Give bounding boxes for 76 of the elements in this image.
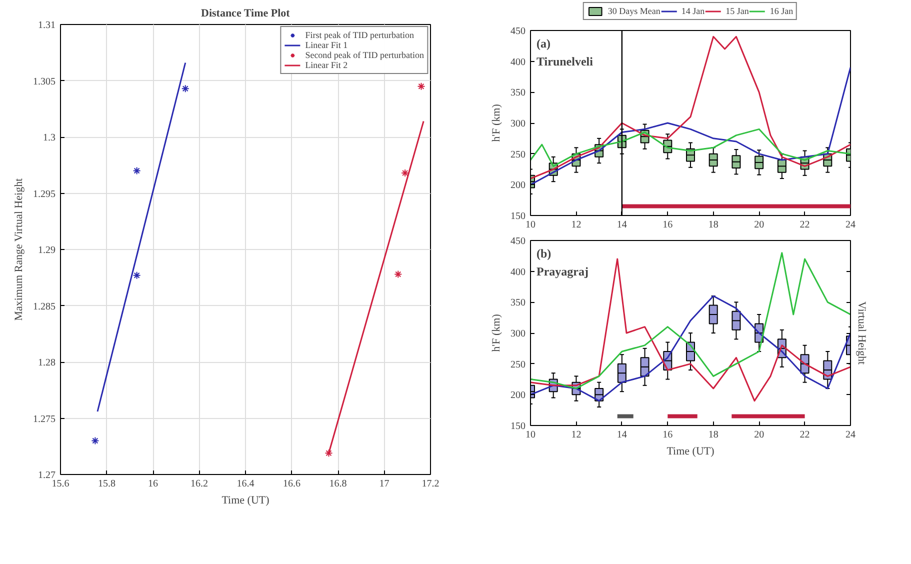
x-tick-label: 15.8 [98, 478, 116, 490]
legend-label: Linear Fit 2 [305, 60, 348, 70]
y-tick-label: 1.295 [33, 188, 56, 200]
legend-label: 15 Jan [726, 6, 749, 16]
point [324, 449, 333, 458]
x-tick-label: 14 [616, 220, 627, 230]
x-tick-label: 18 [708, 220, 718, 230]
x-tick-label: 22 [800, 430, 810, 440]
legend-label: First peak of TID perturbation [305, 30, 414, 40]
line-series [530, 295, 850, 402]
x-tick-label: 16.4 [236, 478, 254, 490]
legend-label: Second peak of TID perturbation [305, 50, 424, 60]
x-tick-label: 17 [379, 478, 390, 490]
x-tick-label: 20 [754, 220, 764, 230]
y-tick-label: 1.305 [33, 76, 56, 88]
y-tick-label: 150 [510, 421, 526, 432]
x-tick-label: 12 [571, 430, 582, 440]
annotation: Prayagraj [536, 264, 588, 278]
legend-label: 30 Days Mean [608, 6, 660, 16]
x-tick-label: 24 [846, 220, 856, 230]
annotation: Tirunelveli [536, 54, 594, 68]
y-tick-label: 300 [510, 328, 526, 340]
x-tick-label: 10 [526, 430, 536, 440]
y-tick-label: 1.27 [38, 470, 56, 481]
y-tick-label: 250 [510, 149, 526, 160]
legend-label: 16 Jan [770, 6, 794, 16]
x-axis-title: Time (UT) [666, 446, 715, 458]
y-tick-label: 1.3 [43, 132, 56, 144]
point [132, 166, 141, 175]
legend-label: Linear Fit 1 [305, 40, 348, 50]
x-tick-label: 16 [148, 478, 158, 490]
y-axis-title: h'F (km) [490, 104, 502, 142]
x-tick-label: 12 [571, 220, 582, 230]
point [181, 84, 190, 93]
x-tick-label: 14 [616, 430, 627, 440]
y-tick-label: 1.28 [38, 358, 56, 368]
y-tick-label: 450 [510, 236, 526, 247]
y-tick-label: 1.285 [33, 301, 56, 312]
y-tick-label: 1.275 [33, 414, 56, 425]
x-tick-label: 16.6 [283, 478, 300, 490]
point [132, 271, 141, 280]
y-axis-title: h'F (km) [490, 314, 502, 352]
x-tick-label: 16 [662, 430, 673, 440]
x-tick-label: 16.8 [329, 478, 347, 490]
x-tick-label: 22 [800, 220, 810, 230]
legend-label: 14 Jan [681, 6, 705, 16]
y-tick-label: 200 [510, 390, 526, 402]
x-tick-label: 16 [662, 220, 673, 230]
y-tick-label: 150 [510, 211, 526, 222]
y-tick-label: 200 [510, 180, 526, 192]
y-tick-label: 250 [510, 359, 526, 370]
x-tick-label: 16.2 [190, 478, 208, 490]
x-tick-label: 17.2 [422, 478, 440, 490]
point [394, 270, 402, 278]
chart-title: Distance Time Plot [201, 8, 290, 20]
y-tick-label: 1.31 [38, 20, 56, 31]
y-tick-label: 1.29 [38, 245, 56, 256]
annotation: (a) [536, 36, 550, 50]
x-axis-title: Time (UT) [222, 494, 270, 506]
point [417, 82, 426, 90]
x-tick-label: 24 [846, 430, 856, 440]
x-tick-label: 15.6 [52, 478, 70, 490]
x-tick-label: 18 [708, 430, 718, 440]
y2-axis-title: Virtual Height [856, 301, 868, 365]
x-tick-label: 20 [754, 430, 764, 440]
x-tick-label: 10 [526, 220, 536, 230]
y-tick-label: 350 [510, 88, 526, 99]
point [91, 436, 100, 445]
y-axis-title: Maximum Range Virtual Height [13, 178, 25, 321]
y-tick-label: 300 [510, 118, 526, 130]
point [401, 169, 410, 177]
y-tick-label: 400 [510, 56, 526, 68]
annotation: (b) [536, 246, 552, 260]
y-tick-label: 350 [510, 298, 526, 309]
y-tick-label: 450 [510, 26, 526, 37]
y-tick-label: 400 [510, 266, 526, 278]
